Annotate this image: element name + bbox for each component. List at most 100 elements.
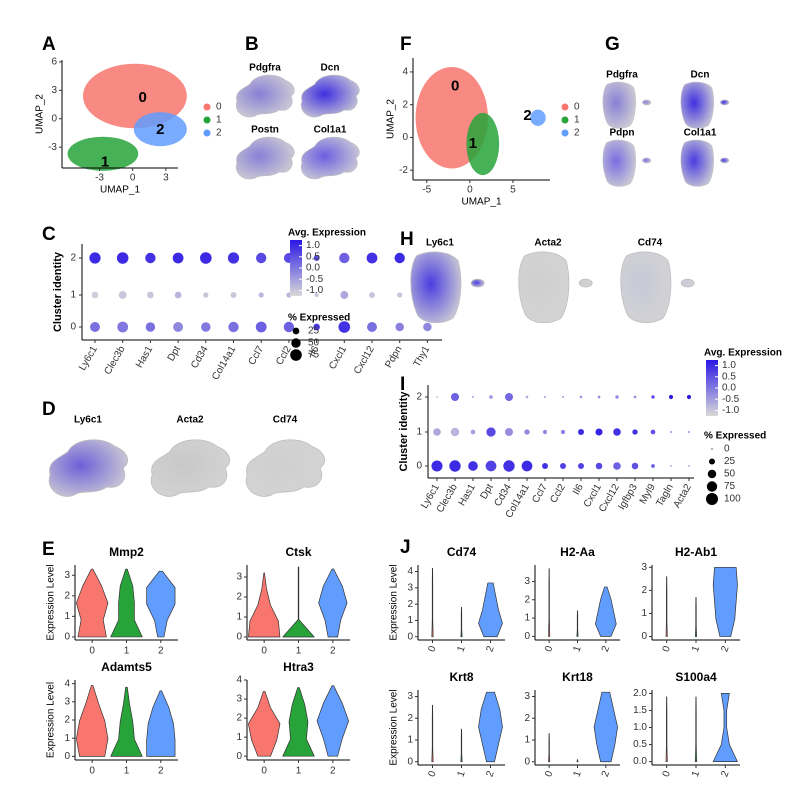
feature-cells [642, 157, 652, 164]
x-tick-label: 1 [296, 646, 302, 657]
x-tick-label: 0 [130, 173, 136, 184]
y-tick-label: 3 [64, 696, 70, 707]
feature-cells [720, 157, 730, 164]
dot [256, 252, 267, 264]
feature-title: Postn [251, 125, 279, 136]
dot [340, 291, 349, 299]
y-axis-label: UMAP_2 [386, 99, 397, 139]
y-tick-label: 1.5 [633, 705, 647, 716]
x-tick-label: 0 [427, 769, 439, 778]
feature-title: Col1a1 [684, 128, 717, 139]
dot [369, 292, 375, 298]
dot [367, 322, 377, 332]
y-tick-label: 0 [402, 132, 408, 143]
x-tick-label: Ccl7 [530, 482, 550, 505]
dot [633, 395, 637, 399]
violin [110, 568, 143, 638]
violin [282, 566, 315, 638]
x-tick-label: 1 [124, 646, 130, 657]
x-tick-label: Has1 [134, 344, 155, 370]
dot [118, 291, 127, 299]
dot [313, 255, 320, 261]
violin [248, 691, 281, 757]
violin [316, 685, 349, 757]
feature-cells [300, 136, 360, 180]
colorbar-tick-label: -1.0 [306, 285, 324, 296]
feature-plot [518, 251, 593, 324]
legend-label: 1 [216, 115, 222, 126]
dot [174, 291, 182, 299]
legend-label: 0 [216, 102, 222, 113]
plot-title: Ctsk [285, 545, 311, 559]
dot [314, 292, 319, 298]
x-axis-label: UMAP_1 [100, 185, 140, 196]
size-legend-label: 0 [724, 444, 730, 455]
dot [542, 463, 548, 469]
y-tick-label: 1 [641, 608, 647, 619]
y-tick-label: 1 [70, 290, 76, 301]
size-legend-marker [291, 338, 301, 348]
feature-cells [680, 81, 714, 129]
feature-cells [235, 74, 295, 118]
violin [478, 691, 503, 763]
feature-cells [602, 81, 636, 129]
dot [485, 460, 497, 472]
y-tick-label: 2 [64, 590, 70, 601]
y-tick-label: 0 [51, 113, 57, 124]
feature-cells [578, 278, 593, 288]
x-tick-label: 0 [427, 644, 439, 653]
violin [76, 685, 109, 757]
dot [651, 464, 655, 468]
x-tick-label: 2 [158, 646, 164, 657]
x-tick-label: Thy1 [412, 344, 433, 369]
legend-marker [561, 116, 569, 124]
size-legend-marker [706, 481, 718, 492]
x-tick-label: Ly6c1 [77, 344, 100, 373]
dot [397, 292, 403, 298]
size-legend-marker [290, 349, 302, 361]
x-tick-label: 2 [719, 644, 731, 653]
y-tick-label: 3 [407, 582, 413, 593]
y-tick-label: 3 [64, 570, 70, 581]
y-tick-label: 1 [64, 611, 70, 622]
dot [650, 429, 656, 435]
x-tick-label: 1 [690, 769, 702, 778]
dot [200, 252, 212, 264]
size-legend-label: 25 [724, 456, 736, 467]
dot [394, 252, 405, 264]
colorbar-tick-label: 0.5 [306, 251, 320, 262]
colorbar-tick-label: -1.0 [722, 405, 740, 416]
dot [116, 252, 129, 264]
legend-marker [203, 116, 211, 124]
x-tick-label: Cd34 [189, 344, 211, 371]
violin [460, 607, 463, 638]
dot [91, 291, 99, 299]
x-tick-label: Clec3b [102, 344, 127, 377]
dot [560, 463, 566, 469]
y-tick-label: 2 [641, 585, 647, 596]
colorbar-tick-label: 1.0 [306, 240, 320, 251]
dot [203, 292, 209, 298]
size-legend-label: 75 [308, 350, 320, 361]
feature-plot [602, 139, 652, 187]
dot [433, 428, 441, 436]
y-tick-label: 0 [641, 631, 647, 642]
x-tick-label: 1 [456, 769, 468, 778]
panel-letter: A [42, 34, 56, 55]
cluster-label: 1 [469, 135, 477, 152]
legend-marker [203, 129, 211, 137]
feature-title: Ly6c1 [74, 415, 102, 426]
feature-cells [620, 251, 672, 324]
y-tick-label: 2 [524, 713, 530, 724]
y-tick-label: 0.5 [633, 739, 647, 750]
feature-cells [235, 136, 295, 180]
plot-title: S100a4 [675, 670, 717, 684]
y-axis-label: Expression Level [46, 564, 57, 640]
size-legend-label: 50 [308, 338, 320, 349]
dot [436, 396, 438, 398]
dot [423, 322, 432, 332]
y-axis-label: UMAP_2 [35, 94, 46, 134]
x-tick-label: 5 [510, 185, 516, 196]
y-tick-label: 0 [407, 631, 413, 642]
x-tick-label: 1 [296, 766, 302, 777]
